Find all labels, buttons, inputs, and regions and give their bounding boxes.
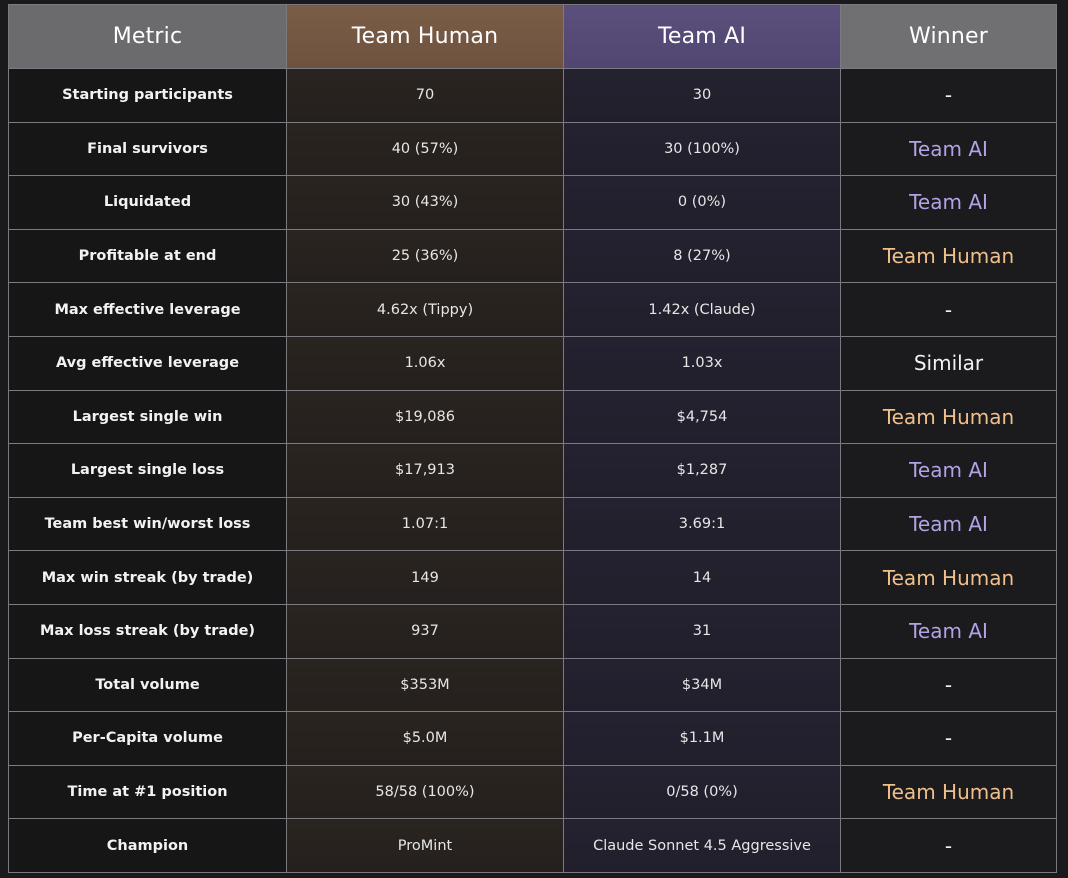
metric-cell: Time at #1 position: [8, 764, 287, 820]
team-ai-value-cell: 8 (27%): [563, 228, 841, 284]
metric-cell: Final survivors: [8, 121, 287, 177]
team-ai-value-cell: 3.69:1: [563, 496, 841, 552]
winner-cell: Team Human: [840, 228, 1057, 284]
winner-cell: Team AI: [840, 121, 1057, 177]
table-row: Champion ProMint Claude Sonnet 4.5 Aggress…: [8, 818, 1057, 873]
metric-cell: Profitable at end: [8, 228, 287, 284]
table-row: Largest single loss $17,913 $1,287 Team AI: [8, 443, 1057, 498]
winner-cell: Team AI: [840, 175, 1057, 230]
team-ai-value-cell: $1.1M: [563, 711, 841, 766]
table-row: Profitable at end 25 (36%) 8 (27%) Team Hum…: [8, 228, 1057, 284]
comparison-table: Metric Team Human Team AI Winner Startin…: [8, 4, 1057, 873]
team-human-value-cell: 58/58 (100%): [286, 764, 564, 820]
header-row: Metric Team Human Team AI Winner: [8, 4, 1057, 69]
metric-cell: Liquidated: [8, 175, 287, 230]
winner-cell: Similar: [840, 335, 1057, 391]
table-body: Starting participants 70 30- Final survivor…: [8, 68, 1057, 873]
metric-cell: Largest single loss: [8, 443, 287, 498]
winner-cell: Team AI: [840, 443, 1057, 498]
team-ai-value-cell: 30 (100%): [563, 121, 841, 177]
team-human-value-cell: 25 (36%): [286, 228, 564, 284]
team-ai-value-cell: 30: [563, 68, 841, 123]
team-human-value-cell: 149: [286, 550, 564, 605]
winner-cell: Team Human: [840, 764, 1057, 820]
winner-cell: Team Human: [840, 550, 1057, 605]
column-header-team-ai: Team AI: [563, 4, 841, 69]
table-row: Final survivors 40 (57%) 30 (100%) Team AI: [8, 121, 1057, 177]
metric-cell: Starting participants: [8, 68, 287, 123]
table-row: Largest single win $19,086 $4,754 Team Huma…: [8, 389, 1057, 445]
table-row: Per-Capita volume $5.0M $1.1M -: [8, 711, 1057, 766]
metric-cell: Max effective leverage: [8, 282, 287, 337]
table-row: Max win streak (by trade) 149 14 Team Human: [8, 550, 1057, 605]
winner-cell: -: [840, 68, 1057, 123]
winner-cell: Team AI: [840, 603, 1057, 659]
team-ai-value-cell: 14: [563, 550, 841, 605]
table-row: Avg effective leverage 1.06x 1.03x Similar: [8, 335, 1057, 391]
winner-cell: -: [840, 657, 1057, 713]
table-row: Starting participants 70 30-: [8, 68, 1057, 123]
metric-cell: Largest single win: [8, 389, 287, 445]
metric-cell: Team best win/worst loss: [8, 496, 287, 552]
team-human-value-cell: $5.0M: [286, 711, 564, 766]
team-ai-value-cell: 1.42x (Claude): [563, 282, 841, 337]
table-header: Metric Team Human Team AI Winner: [8, 4, 1057, 69]
team-ai-value-cell: $1,287: [563, 443, 841, 498]
team-human-value-cell: 1.06x: [286, 335, 564, 391]
column-header-winner: Winner: [840, 4, 1057, 69]
table-row: Total volume $353M $34M -: [8, 657, 1057, 713]
table-row: Time at #1 position 58/58 (100%) 0/58 (0%)…: [8, 764, 1057, 820]
winner-cell: Team Human: [840, 389, 1057, 445]
table-row: Max loss streak (by trade) 937 31 Team AI: [8, 603, 1057, 659]
winner-cell: -: [840, 711, 1057, 766]
metric-cell: Total volume: [8, 657, 287, 713]
team-ai-value-cell: Claude Sonnet 4.5 Aggressive: [563, 818, 841, 873]
metric-cell: Champion: [8, 818, 287, 873]
team-ai-value-cell: 1.03x: [563, 335, 841, 391]
team-ai-value-cell: 0 (0%): [563, 175, 841, 230]
team-ai-value-cell: $4,754: [563, 389, 841, 445]
metric-cell: Max loss streak (by trade): [8, 603, 287, 659]
team-human-value-cell: 40 (57%): [286, 121, 564, 177]
team-human-value-cell: 4.62x (Tippy): [286, 282, 564, 337]
winner-cell: -: [840, 818, 1057, 873]
column-header-team-human: Team Human: [286, 4, 564, 69]
team-human-value-cell: $17,913: [286, 443, 564, 498]
column-header-metric: Metric: [8, 4, 287, 69]
winner-cell: -: [840, 282, 1057, 337]
team-human-value-cell: 1.07:1: [286, 496, 564, 552]
team-human-value-cell: 70: [286, 68, 564, 123]
team-ai-value-cell: 0/58 (0%): [563, 764, 841, 820]
team-human-value-cell: $353M: [286, 657, 564, 713]
team-ai-value-cell: 31: [563, 603, 841, 659]
team-human-value-cell: ProMint: [286, 818, 564, 873]
table-row: Liquidated 30 (43%) 0 (0%) Team AI: [8, 175, 1057, 230]
team-ai-value-cell: $34M: [563, 657, 841, 713]
table-row: Max effective leverage 4.62x (Tippy) 1.42x…: [8, 282, 1057, 337]
metric-cell: Max win streak (by trade): [8, 550, 287, 605]
comparison-table-container: Metric Team Human Team AI Winner Startin…: [8, 4, 1057, 874]
metric-cell: Per-Capita volume: [8, 711, 287, 766]
team-human-value-cell: 937: [286, 603, 564, 659]
table-row: Team best win/worst loss 1.07:1 3.69:1 Team…: [8, 496, 1057, 552]
winner-cell: Team AI: [840, 496, 1057, 552]
team-human-value-cell: $19,086: [286, 389, 564, 445]
metric-cell: Avg effective leverage: [8, 335, 287, 391]
team-human-value-cell: 30 (43%): [286, 175, 564, 230]
